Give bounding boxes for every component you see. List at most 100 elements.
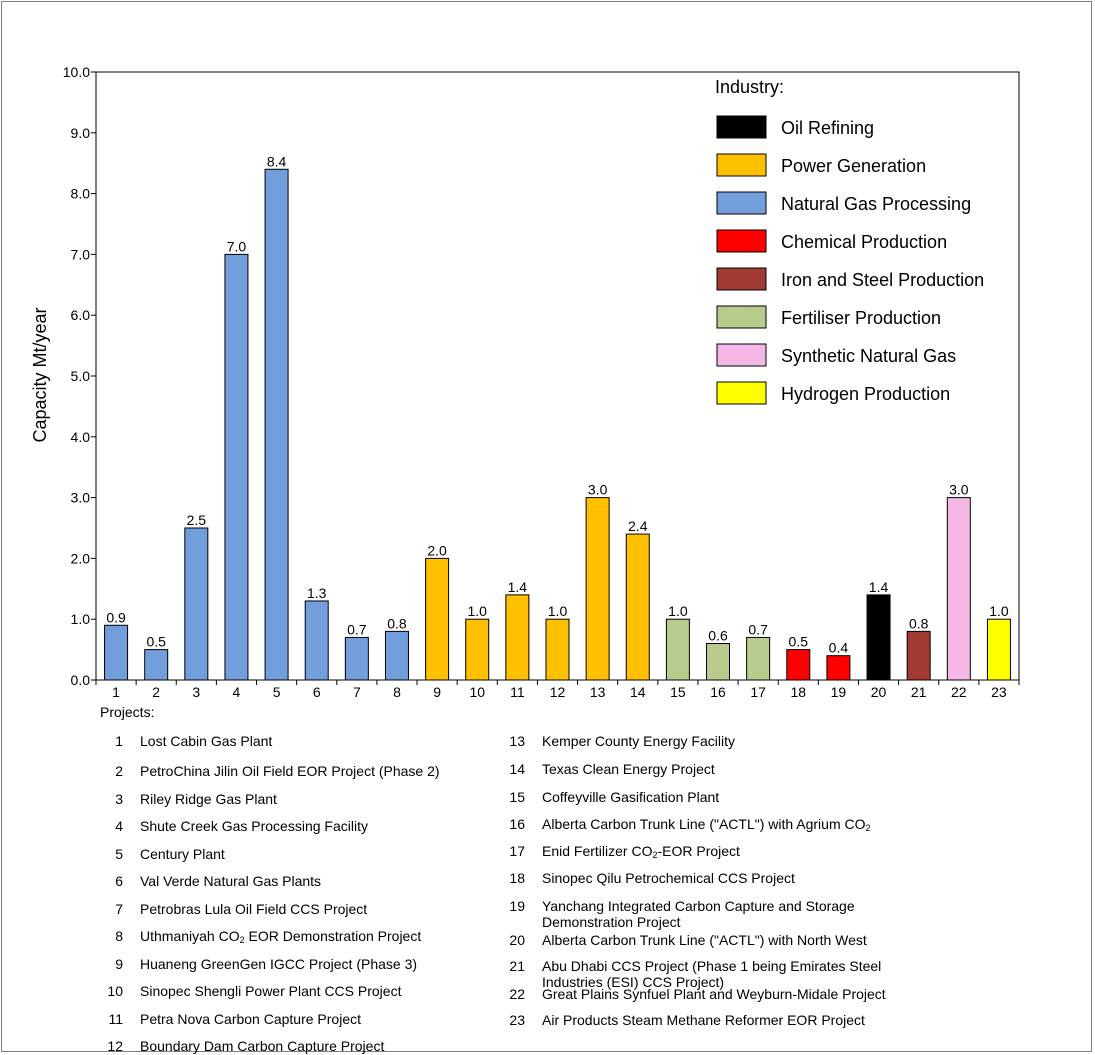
y-tick-label: 2.0 xyxy=(71,550,91,566)
bar xyxy=(184,527,209,681)
project-number: 19 xyxy=(509,898,525,914)
bar xyxy=(545,618,570,681)
project-name: Sinopec Shengli Power Plant CCS Project xyxy=(140,983,402,999)
project-name: Sinopec Qilu Petrochemical CCS Project xyxy=(542,870,795,886)
x-tick-label: 22 xyxy=(951,684,967,700)
project-name: Kemper County Energy Facility xyxy=(542,733,735,749)
y-tick-label: 7.0 xyxy=(71,246,91,262)
x-tick-label: 6 xyxy=(313,684,321,700)
bar-value-label: 3.0 xyxy=(588,482,608,498)
legend-item-label: Iron and Steel Production xyxy=(781,270,984,290)
legend-swatch xyxy=(716,343,767,367)
x-tick-label: 5 xyxy=(273,684,281,700)
project-number: 9 xyxy=(115,956,123,972)
bar-value-label: 0.5 xyxy=(789,634,809,650)
x-tick-label: 18 xyxy=(790,684,806,700)
bar xyxy=(304,600,329,681)
project-number: 12 xyxy=(107,1038,123,1054)
bars-group: 0.9 1 0.5 2 2.5 3 7.0 4 8.4 5 1.3 6 0.7 7 0.8 8 2.0 9 1.0 1… xyxy=(95,153,1020,700)
x-tick-label: 20 xyxy=(871,684,887,700)
bar-value-label: 0.9 xyxy=(106,609,126,625)
project-number: 20 xyxy=(509,932,525,948)
bar-value-label: 1.0 xyxy=(668,603,688,619)
project-number: 21 xyxy=(509,958,525,974)
bar-value-label: 1.3 xyxy=(307,585,327,601)
bar-value-label: 0.8 xyxy=(909,615,929,631)
project-number: 18 xyxy=(509,870,525,886)
project-number: 16 xyxy=(509,816,525,832)
bar-value-label: 0.5 xyxy=(146,634,166,650)
x-tick-label: 10 xyxy=(469,684,485,700)
legend-item-label: Hydrogen Production xyxy=(781,384,950,404)
x-tick-label: 8 xyxy=(393,684,401,700)
legend-item-label: Chemical Production xyxy=(781,232,947,252)
legend-swatch xyxy=(716,381,767,405)
bar xyxy=(866,594,891,681)
project-name: Shute Creek Gas Processing Facility xyxy=(140,818,368,834)
project-name: Enid Fertilizer CO2-EOR Project xyxy=(542,843,740,860)
bar xyxy=(144,649,169,681)
bar-value-label: 0.7 xyxy=(347,621,367,637)
x-tick-label: 23 xyxy=(991,684,1007,700)
bar xyxy=(625,533,650,681)
bar-value-label: 1.0 xyxy=(468,603,488,619)
bar-value-label: 1.0 xyxy=(548,603,568,619)
bar-value-label: 8.4 xyxy=(267,153,287,169)
project-number: 5 xyxy=(115,846,123,862)
project-name: Great Plains Synfuel Plant and Weyburn-M… xyxy=(542,986,886,1002)
x-tick-label: 14 xyxy=(630,684,646,700)
project-number: 11 xyxy=(108,1011,123,1027)
bar-value-label: 1.4 xyxy=(508,579,528,595)
legend-swatch xyxy=(716,267,767,291)
project-name: Texas Clean Energy Project xyxy=(542,761,715,777)
bar xyxy=(465,618,490,681)
project-name: Petrobras Lula Oil Field CCS Project xyxy=(140,901,368,917)
project-name: Boundary Dam Carbon Capture Project xyxy=(140,1038,385,1054)
y-tick-label: 3.0 xyxy=(71,490,91,506)
bar-value-label: 1.0 xyxy=(989,603,1009,619)
project-name: Val Verde Natural Gas Plants xyxy=(140,873,322,889)
project-number: 13 xyxy=(509,733,525,749)
bar xyxy=(425,557,450,681)
bar-chart: 0.01.02.03.04.05.06.07.08.09.010.0 0.910… xyxy=(30,64,1020,700)
y-tick-label: 6.0 xyxy=(71,307,91,323)
legend-swatch xyxy=(716,305,767,329)
x-tick-label: 1 xyxy=(112,684,120,700)
project-number: 23 xyxy=(509,1012,525,1028)
legend-swatch xyxy=(716,153,767,177)
legend-item-label: Fertiliser Production xyxy=(781,308,941,328)
bar-value-label: 1.4 xyxy=(869,579,889,595)
bar-value-label: 2.4 xyxy=(628,518,648,534)
project-number: 22 xyxy=(509,986,525,1002)
project-number: 2 xyxy=(115,763,123,779)
legend-item-label: Synthetic Natural Gas xyxy=(781,346,956,366)
legend-item-label: Natural Gas Processing xyxy=(781,194,971,214)
bar xyxy=(786,649,811,681)
bar-value-label: 0.6 xyxy=(708,628,728,644)
bar-value-label: 2.5 xyxy=(187,512,207,528)
legend-title: Industry: xyxy=(715,77,784,97)
project-number: 3 xyxy=(115,791,123,807)
bar xyxy=(826,655,851,681)
project-name: Alberta Carbon Trunk Line ("ACTL") with … xyxy=(542,816,871,833)
project-number: 10 xyxy=(107,983,123,999)
project-name: Lost Cabin Gas Plant xyxy=(140,733,273,749)
project-name: Abu Dhabi CCS Project (Phase 1 being Emi… xyxy=(542,958,882,990)
project-number: 15 xyxy=(509,789,525,805)
project-number: 1 xyxy=(115,733,123,749)
x-tick-label: 7 xyxy=(353,684,361,700)
bar-value-label: 0.7 xyxy=(748,621,768,637)
project-name: Yanchang Integrated Carbon Capture and S… xyxy=(542,898,855,930)
legend-swatch xyxy=(716,115,767,139)
project-name: Uthmaniyah CO2 EOR Demonstration Project xyxy=(140,928,422,945)
project-number: 6 xyxy=(115,873,123,889)
x-tick-label: 17 xyxy=(750,684,766,700)
x-tick-label: 9 xyxy=(433,684,441,700)
x-tick-label: 21 xyxy=(911,684,927,700)
projects-list-title: Projects: xyxy=(100,704,155,720)
project-number: 17 xyxy=(509,843,525,859)
x-tick-label: 2 xyxy=(152,684,160,700)
project-name: Huaneng GreenGen IGCC Project (Phase 3) xyxy=(140,956,418,972)
bar xyxy=(264,168,289,681)
